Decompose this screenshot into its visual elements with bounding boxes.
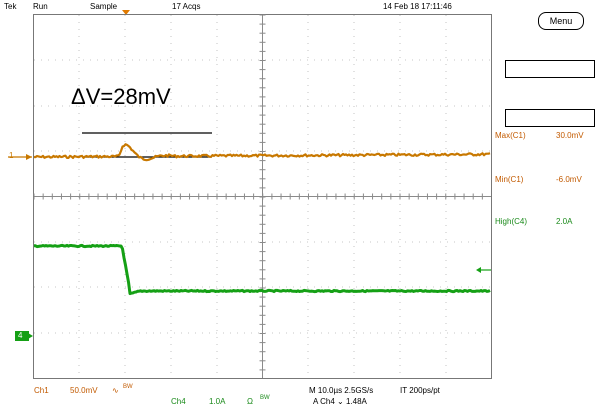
acquisition-mode: Sample xyxy=(90,2,118,11)
ch4-bandwidth-limit: BW xyxy=(260,395,270,401)
measurement-value-max-c1: 30.0mV xyxy=(556,131,584,140)
ch4-marker-label: 4 xyxy=(18,331,23,340)
record-interval: IT 200ps/pt xyxy=(400,386,440,395)
ch1-bandwidth-limit: BW xyxy=(123,384,133,390)
ch1-coupling-icon: ∿ xyxy=(112,386,119,395)
ch4-waveform xyxy=(34,243,491,296)
measurement-value-min-c1: -6.0mV xyxy=(556,175,582,184)
ch1-name: Ch1 xyxy=(34,386,49,395)
ch1-ground-arrow-icon xyxy=(26,154,32,160)
timestamp: 14 Feb 18 17:11:46 xyxy=(383,2,452,11)
delta-voltage-annotation: ΔV=28mV xyxy=(71,84,171,109)
acquisition-count: 17 Acqs xyxy=(172,2,201,11)
measurement-label-high-c4: High(C4) xyxy=(495,217,528,226)
ch4-scale: 1.0A xyxy=(209,397,226,406)
brand-label: Tek xyxy=(4,2,17,11)
measurement-label-max-c1: Max(C1) xyxy=(495,131,526,140)
measurement-value-high-c4: 2.0A xyxy=(556,217,573,226)
ch1-waveform xyxy=(33,143,491,162)
ch4-name: Ch4 xyxy=(171,397,186,406)
trigger-level-arrow-icon xyxy=(476,267,481,273)
menu-button[interactable]: Menu xyxy=(538,12,584,30)
ch4-ground-arrow-icon xyxy=(28,333,33,339)
ch1-marker-label: 1 xyxy=(9,151,14,160)
side-input-box-1[interactable] xyxy=(505,60,595,78)
graticule-ticks xyxy=(33,14,483,371)
trigger-position-icon xyxy=(122,10,130,15)
trigger-readout: A Ch4 ⌄ 1.48A xyxy=(313,397,367,406)
timebase-readout: M 10.0µs 2.5GS/s xyxy=(309,386,374,395)
run-state: Run xyxy=(33,2,48,11)
ch4-ground-marker-box xyxy=(15,331,29,341)
ch4-impedance-icon: Ω xyxy=(247,397,253,406)
measurement-label-min-c1: Min(C1) xyxy=(495,175,524,184)
ch1-scale: 50.0mV xyxy=(70,386,98,395)
side-input-box-2[interactable] xyxy=(505,109,595,127)
